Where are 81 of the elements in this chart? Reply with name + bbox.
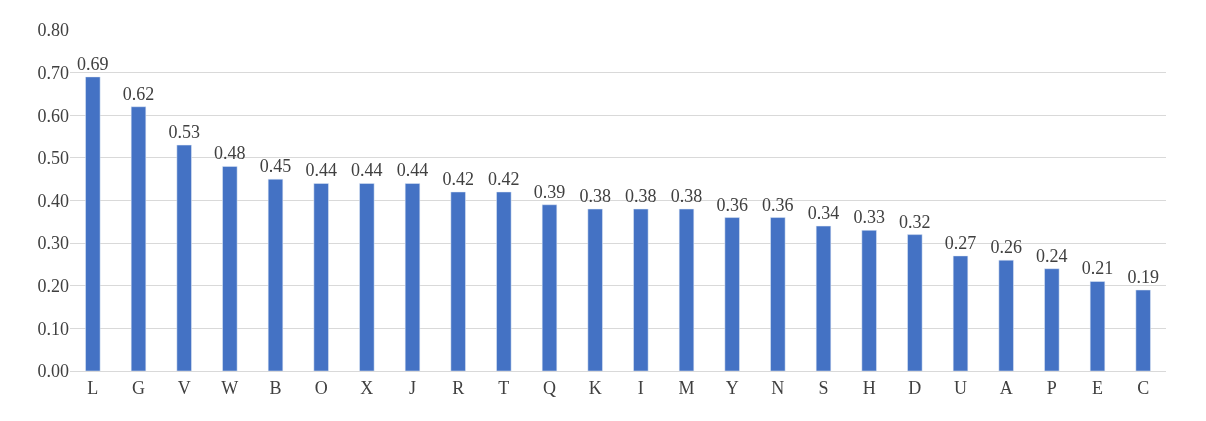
data-label: 0.45: [259, 156, 292, 177]
data-label: 0.42: [488, 168, 520, 189]
data-label: 0.44: [305, 160, 337, 181]
bar: [359, 183, 375, 371]
x-tick-label: D: [908, 377, 922, 398]
data-label: 0.27: [944, 232, 977, 253]
bar: [1044, 268, 1060, 371]
bar: [678, 208, 695, 371]
bar: [130, 106, 147, 371]
x-tick-label: V: [177, 377, 191, 398]
x-tick-label: W: [221, 377, 239, 398]
x-tick-label: U: [954, 377, 967, 398]
bar: [815, 225, 832, 371]
data-label: 0.34: [807, 203, 840, 224]
data-label: 0.42: [442, 168, 474, 189]
data-label: 0.36: [762, 194, 794, 215]
data-label: 0.44: [396, 160, 429, 181]
x-tick-label: E: [1092, 377, 1103, 398]
y-tick-label: 0.40: [37, 190, 69, 211]
x-tick-label: Q: [543, 377, 556, 398]
data-label: 0.62: [122, 83, 155, 104]
x-tick-label: O: [314, 377, 328, 398]
bar: [404, 183, 421, 371]
x-tick-label: B: [269, 377, 282, 398]
x-tick-label: C: [1137, 377, 1150, 398]
data-label: 0.69: [77, 53, 109, 74]
x-tick-label: N: [771, 377, 785, 398]
data-label: 0.38: [579, 186, 611, 207]
bar: [998, 259, 1014, 371]
data-label: 0.39: [533, 181, 566, 202]
x-tick-label: S: [818, 377, 829, 398]
x-tick-label: X: [360, 377, 374, 398]
bar: [587, 208, 603, 371]
x-tick-label: Y: [725, 377, 739, 398]
bar: [313, 183, 329, 371]
y-tick-label: 0.50: [37, 148, 69, 169]
x-tick-label: R: [452, 377, 465, 398]
data-label: 0.26: [990, 237, 1022, 258]
x-tick-label: M: [678, 377, 695, 398]
x-tick-label: L: [87, 377, 99, 398]
data-label: 0.53: [168, 122, 200, 143]
data-label: 0.21: [1081, 258, 1114, 279]
x-tick-label: H: [862, 377, 876, 398]
bar: [1135, 289, 1151, 371]
bar: [633, 208, 649, 371]
x-tick-label: G: [132, 377, 145, 398]
bar: [952, 255, 969, 371]
bar: [907, 234, 923, 371]
bar: [770, 217, 786, 371]
data-label: 0.36: [716, 194, 748, 215]
y-tick-label: 0.70: [37, 62, 69, 83]
y-tick-label: 0.30: [37, 233, 69, 254]
bar: [267, 178, 284, 371]
x-tick-label: P: [1046, 377, 1057, 398]
bar: [861, 230, 877, 371]
data-label: 0.44: [351, 160, 383, 181]
bar: [541, 204, 558, 371]
bar: [85, 76, 101, 371]
x-tick-label: T: [498, 377, 510, 398]
data-label: 0.33: [853, 207, 885, 228]
x-tick-label: A: [999, 377, 1013, 398]
y-tick-label: 0.20: [37, 276, 69, 297]
data-label: 0.38: [670, 186, 703, 207]
data-label: 0.48: [214, 143, 246, 164]
x-tick-label: J: [408, 377, 417, 398]
bar: [450, 191, 466, 371]
bar: [496, 191, 512, 371]
x-tick-label: K: [588, 377, 602, 398]
x-tick-label: I: [637, 377, 644, 398]
bar: [724, 217, 740, 371]
bar: [1089, 281, 1106, 371]
data-label: 0.32: [899, 211, 931, 232]
data-label: 0.38: [625, 186, 657, 207]
bar: [176, 144, 192, 371]
data-label: 0.24: [1036, 245, 1068, 266]
data-label: 0.19: [1127, 267, 1159, 288]
y-tick-label: 0.10: [37, 318, 69, 339]
y-tick-label: 0.00: [37, 361, 69, 382]
y-tick-label: 0.80: [37, 20, 69, 41]
y-tick-label: 0.60: [37, 105, 69, 126]
bar: [222, 166, 238, 371]
